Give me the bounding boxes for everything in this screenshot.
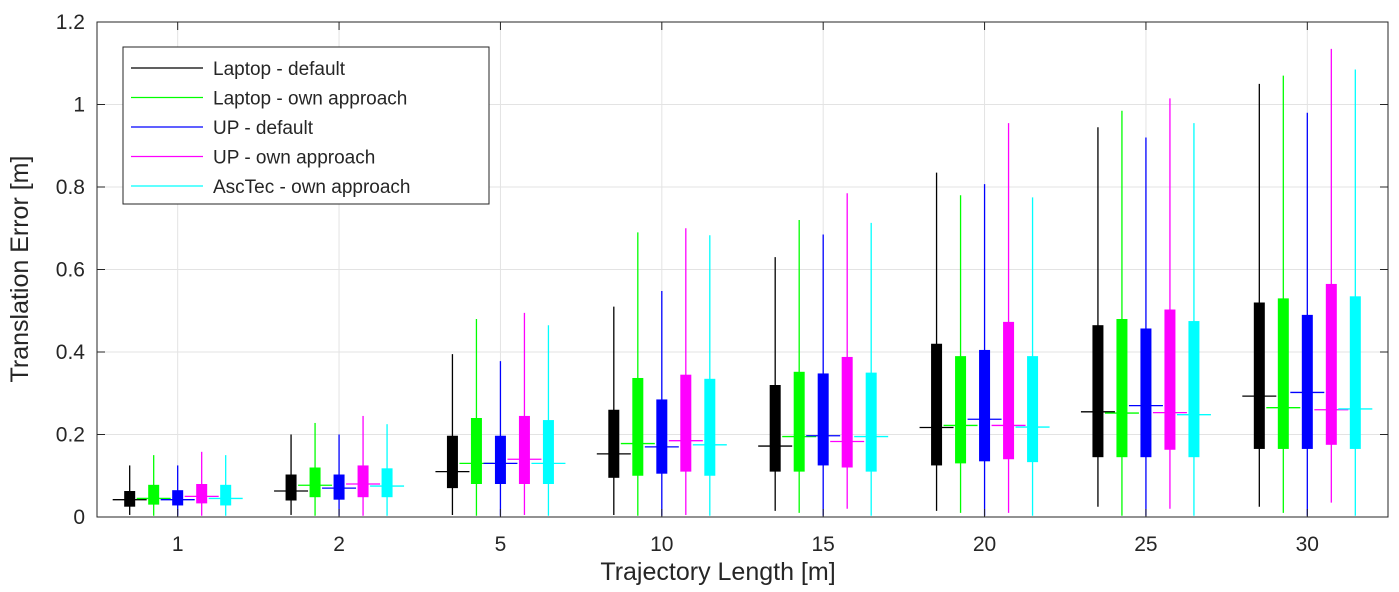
legend-box [122, 46, 490, 205]
x-tick-label: 20 [973, 533, 996, 556]
box [769, 385, 781, 472]
box [955, 356, 967, 464]
box [841, 356, 853, 468]
legend-label: UP - own approach [213, 148, 375, 169]
box [1164, 309, 1176, 450]
box [632, 377, 644, 476]
legend-label: Laptop - default [213, 59, 346, 80]
box [518, 415, 530, 484]
box [446, 435, 458, 489]
box [1188, 321, 1200, 458]
box [817, 373, 829, 466]
series-up-default [160, 112, 1325, 516]
box [1277, 298, 1289, 449]
box [196, 484, 208, 504]
y-tick-label: 0.4 [56, 341, 86, 364]
box [1253, 302, 1265, 449]
box [285, 474, 297, 501]
box [470, 418, 482, 484]
y-tick-label: 0 [73, 506, 85, 529]
legend-label: UP - default [213, 118, 314, 139]
x-tick-label: 2 [333, 533, 345, 556]
box [148, 484, 160, 505]
box [931, 343, 943, 466]
box [124, 491, 136, 507]
y-tick-label: 1.2 [56, 11, 85, 34]
box [381, 468, 393, 498]
box [865, 372, 877, 472]
y-tick-label: 0.8 [56, 176, 85, 199]
x-tick-label: 15 [812, 533, 835, 556]
series-asctec-own-approach [208, 69, 1373, 516]
box [1349, 296, 1361, 449]
box [608, 409, 620, 478]
x-axis-title: Trajectory Length [m] [600, 558, 835, 586]
y-tick-label: 0.6 [56, 259, 85, 282]
x-tick-label: 1 [172, 533, 184, 556]
series-laptop-own-approach [136, 75, 1301, 516]
legend: Laptop - default Laptop - own approach UP … [122, 46, 490, 205]
box [1092, 325, 1104, 458]
box [680, 374, 692, 472]
box [1325, 283, 1337, 445]
box [542, 420, 554, 484]
box [1140, 328, 1152, 458]
x-tick-label: 5 [495, 533, 507, 556]
box [172, 490, 184, 506]
y-tick-label: 0.2 [56, 424, 85, 447]
y-axis-title: Translation Error [m] [6, 156, 34, 383]
box [309, 467, 321, 498]
legend-label: Laptop - own approach [213, 89, 407, 110]
x-tick-label: 25 [1134, 533, 1157, 556]
x-axis-ticks: 1 2 5 10 15 20 25 30 [172, 22, 1319, 556]
y-axis-ticks: 0 0.2 0.4 0.6 0.8 1 1.2 [56, 11, 1388, 529]
x-tick-label: 10 [650, 533, 673, 556]
legend-items: Laptop - default Laptop - own approach UP … [131, 59, 411, 198]
x-tick-label: 30 [1296, 533, 1319, 556]
legend-label: AscTec - own approach [213, 177, 411, 198]
box [220, 484, 232, 506]
box [494, 435, 506, 484]
box [357, 465, 369, 498]
box [979, 349, 991, 462]
series-laptop-default [112, 83, 1277, 515]
box [704, 378, 716, 476]
box [793, 371, 805, 472]
box [333, 474, 345, 500]
box [1301, 314, 1313, 449]
box [1003, 321, 1015, 460]
y-tick-label: 1 [73, 94, 85, 117]
box [1116, 319, 1128, 458]
series-up-own-approach [184, 48, 1349, 516]
box [1027, 356, 1039, 463]
box-plot-marks [112, 48, 1373, 516]
box [656, 399, 668, 474]
